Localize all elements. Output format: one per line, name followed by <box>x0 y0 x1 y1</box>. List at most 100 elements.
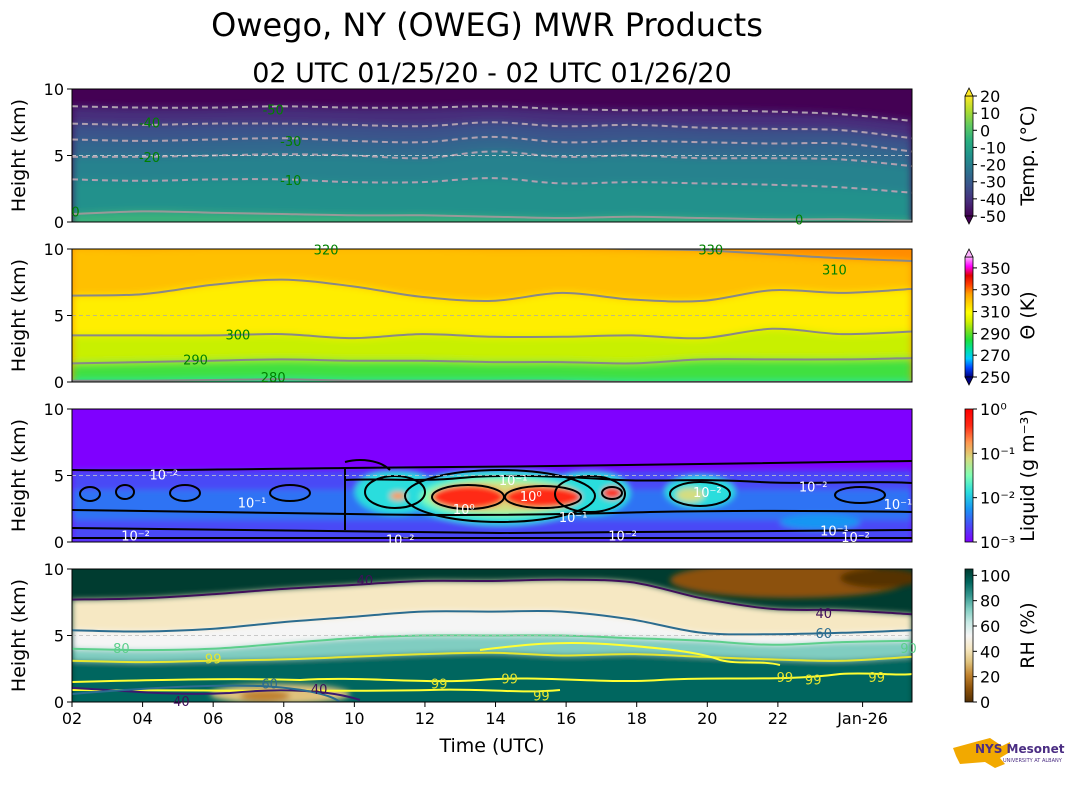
temperature-contours <box>72 105 912 222</box>
contour-label: 60 <box>261 678 278 693</box>
x-tick-label: 08 <box>274 709 294 728</box>
x-tick-label: 22 <box>768 709 788 728</box>
contour-label: 99 <box>431 678 448 693</box>
theta-fill <box>72 249 912 382</box>
fill-band--10 <box>72 178 912 222</box>
liquid-contour-top <box>72 460 912 472</box>
colorbar-tick-label: 60 <box>980 617 1000 636</box>
x-tick-label: 10 <box>344 709 364 728</box>
y-axis-label: Height (km) <box>8 579 30 692</box>
temperature-panel: -50 -40 -30 -20 -10 0 0 <box>71 88 913 229</box>
liquid-layer <box>780 514 860 530</box>
temperature-fill <box>72 106 912 222</box>
liquid-max <box>505 486 581 508</box>
contour--40 <box>72 121 912 140</box>
contour-label: -40 <box>139 117 160 132</box>
rh-99-contour <box>72 672 912 683</box>
colorbar-tick-label: 330 <box>980 281 1011 300</box>
contour-label: 99 <box>501 672 518 687</box>
contour-label: 10⁻² <box>799 481 828 496</box>
contour-label: 10⁻² <box>149 469 178 484</box>
colorbar-extend-max <box>964 87 974 97</box>
colorbar-tick-label: 0 <box>980 121 990 140</box>
colorbar-tick-label: 10 <box>980 104 1000 123</box>
liquid-contour <box>72 527 912 535</box>
rh-99-contour <box>72 688 561 693</box>
y-tick-label: 10 <box>44 400 64 419</box>
x-tick-label: 14 <box>485 709 505 728</box>
contour-label: 10⁻¹ <box>238 496 267 511</box>
contour-label: 290 <box>183 354 208 369</box>
colorbar-tick-label: -50 <box>980 207 1006 226</box>
contour-label: -30 <box>280 135 301 150</box>
colorbar-extend-min <box>964 376 974 386</box>
contour-label: 0 <box>795 214 803 229</box>
nys-mesonet-logo: NYS Mesonet UNIVERSITY AT ALBANY <box>953 738 1065 768</box>
rh-60-contour-low <box>72 684 341 702</box>
colorbar-label: Temp. (°C) <box>1017 105 1039 206</box>
liquid-contour <box>344 474 912 484</box>
colorbar-tick-label: 40 <box>980 642 1000 661</box>
colorbar-liquid <box>964 408 974 543</box>
colorbar-tick-label: 250 <box>980 368 1011 387</box>
contour-280 <box>72 378 912 382</box>
x-tick-label: 16 <box>556 709 576 728</box>
liquid-contour <box>72 537 912 541</box>
liquid-contour <box>344 459 391 530</box>
y-axis-label: Height (km) <box>8 99 30 212</box>
colorbar-tick-label: 290 <box>980 324 1011 343</box>
liquid-max <box>432 485 504 509</box>
contour-label: 10⁻² <box>693 486 722 501</box>
colorbar-tick-label: 10⁻³ <box>980 533 1015 552</box>
x-tick-label: Jan-26 <box>836 709 888 728</box>
y-tick-label: 5 <box>54 307 64 326</box>
liquid-spot <box>390 492 406 500</box>
contour-label: 60 <box>816 627 833 642</box>
contour-40 <box>72 578 912 616</box>
colorbar-tick-label: 10⁰ <box>980 400 1007 419</box>
y-axis-label: Height (km) <box>8 419 30 532</box>
liquid-contour-cell <box>669 481 731 507</box>
rh-99-contour <box>479 641 781 666</box>
rh-contour-labels: 40 40 60 80 90 99 99 99 99 99 99 99 60 40 40 <box>113 574 917 710</box>
colorbar-tick-label: 270 <box>980 346 1011 365</box>
colorbar-tick-label: -30 <box>980 173 1006 192</box>
contour-label: -10 <box>280 174 301 189</box>
colorbar-theta <box>964 256 974 378</box>
contour-label: 330 <box>698 243 723 258</box>
figure-title: Owego, NY (OWEG) MWR Products <box>211 6 763 44</box>
y-tick-label: 5 <box>54 147 64 166</box>
colorbar-tick-label: 100 <box>980 566 1011 585</box>
x-axis-label: Time (UTC) <box>438 735 544 757</box>
contour-label: 300 <box>225 328 250 343</box>
x-tick-label: 06 <box>203 709 223 728</box>
y-tick-label: 10 <box>44 80 64 99</box>
colorbar-rh <box>964 568 974 703</box>
liquid-contour-cell <box>834 486 886 504</box>
contour-label: 10⁻² <box>841 531 870 546</box>
y-tick-label: 0 <box>54 373 64 392</box>
contour-label: 10⁻¹ <box>559 511 588 526</box>
contour-300 <box>72 327 912 340</box>
liquid-spot <box>602 487 622 499</box>
rh-dry-patch <box>840 569 912 588</box>
liquid-contour-cell <box>79 486 101 502</box>
colorbar-tick-label: 10⁻¹ <box>980 444 1015 463</box>
rh-dry-patch <box>240 690 290 702</box>
contour-label: 10⁻² <box>386 534 415 549</box>
colorbar-extend-min <box>964 215 974 225</box>
y-tick-label: 10 <box>44 560 64 579</box>
contour-label: 10⁻¹ <box>820 524 849 539</box>
y-tick-label: 0 <box>54 533 64 552</box>
x-axis: 02 04 06 08 10 12 14 16 18 20 22 Jan-26 <box>62 702 888 728</box>
rh-fill <box>72 579 912 702</box>
liquid-contour-cell <box>115 484 135 500</box>
contour-label: 10⁻² <box>121 530 150 545</box>
contour-99 <box>72 651 912 664</box>
rh-panel: 40 40 60 80 90 99 99 99 99 99 99 99 60 40 40 <box>71 568 917 710</box>
contour-label: 10⁻¹ <box>499 474 528 489</box>
contour--10 <box>72 177 912 194</box>
contour-label: 99 <box>205 652 222 667</box>
